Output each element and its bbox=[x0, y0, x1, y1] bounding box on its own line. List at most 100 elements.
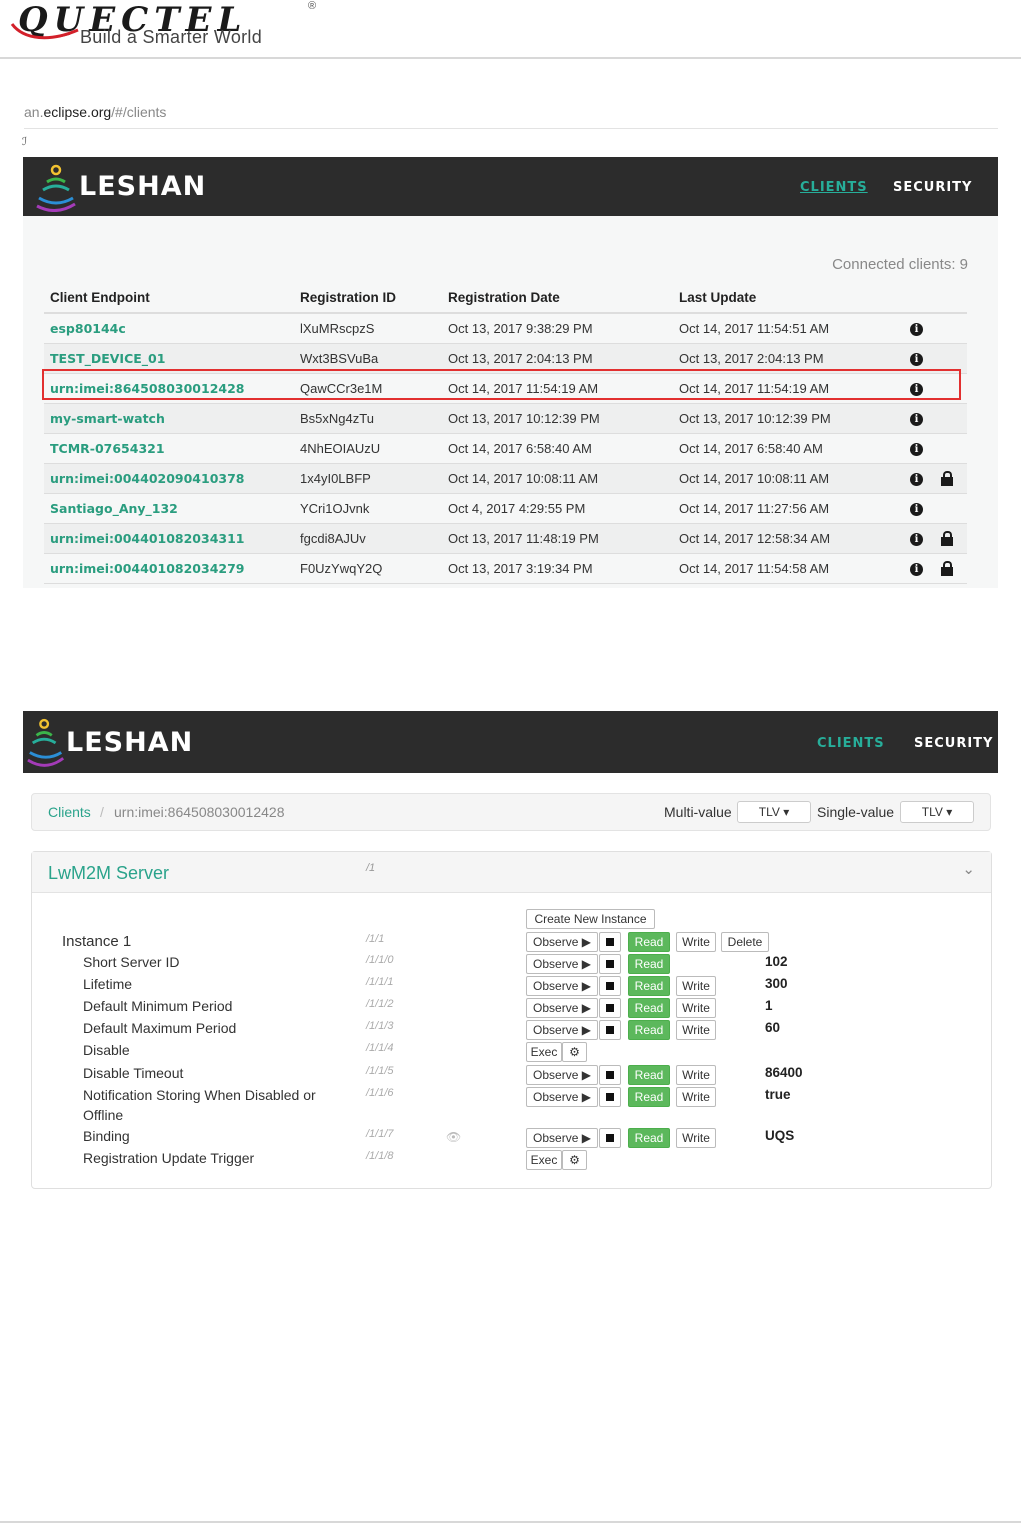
observe-button[interactable]: Observe ▶ bbox=[526, 1087, 598, 1107]
table-row[interactable]: Santiago_Any_132 YCri1OJvnk Oct 4, 2017 4:… bbox=[44, 493, 967, 524]
cell-last-update: Oct 14, 2017 6:58:40 AM bbox=[673, 433, 904, 464]
cell-endpoint[interactable]: TCMR-07654321 bbox=[44, 433, 294, 464]
stop-button[interactable] bbox=[599, 954, 621, 974]
read-button[interactable]: Read bbox=[628, 1087, 670, 1107]
multi-value-selected: TLV bbox=[758, 805, 780, 819]
cell-endpoint[interactable]: urn:imei:004402090410378 bbox=[44, 463, 294, 494]
observe-button[interactable]: Observe ▶ bbox=[526, 1128, 598, 1148]
read-button[interactable]: Read bbox=[628, 976, 670, 996]
exec-settings-button[interactable]: ⚙ bbox=[562, 1150, 587, 1170]
col-last-update[interactable]: Last Update bbox=[673, 278, 904, 314]
table-row[interactable]: urn:imei:004402090410378 1x4yI0LBFP Oct 14… bbox=[44, 463, 967, 494]
write-button[interactable]: Write bbox=[676, 1087, 716, 1107]
create-new-instance-button[interactable]: Create New Instance bbox=[526, 909, 655, 929]
nav-clients-link[interactable]: CLIENTS bbox=[817, 736, 885, 751]
cell-endpoint[interactable]: TEST_DEVICE_01 bbox=[44, 343, 294, 374]
instance-stop-button[interactable] bbox=[599, 932, 621, 952]
col-registration-date[interactable]: Registration Date bbox=[442, 278, 673, 314]
table-row[interactable]: urn:imei:004401082034311 fgcdi8AJUv Oct 13… bbox=[44, 523, 967, 554]
nav-security-link[interactable]: SECURITY bbox=[893, 180, 973, 195]
exec-settings-button[interactable]: ⚙ bbox=[562, 1042, 587, 1062]
observe-button[interactable]: Observe ▶ bbox=[526, 954, 598, 974]
info-icon[interactable]: i bbox=[910, 533, 923, 547]
cell-endpoint[interactable]: urn:imei:004401082034311 bbox=[44, 523, 294, 554]
info-icon[interactable]: i bbox=[910, 473, 923, 487]
cell-registration-id: Wxt3BSVuBa bbox=[294, 343, 442, 374]
eye-icon[interactable]: 👁 bbox=[446, 1130, 462, 1144]
instance-observe-button[interactable]: Observe ▶ bbox=[526, 932, 598, 952]
cell-registration-date: Oct 13, 2017 3:19:34 PM bbox=[442, 553, 673, 584]
table-row[interactable]: urn:imei:004401082034279 F0UzYwqY2Q Oct 13… bbox=[44, 553, 967, 584]
gear-icon: ⚙ bbox=[569, 1045, 580, 1059]
observe-button[interactable]: Observe ▶ bbox=[526, 1065, 598, 1085]
read-button[interactable]: Read bbox=[628, 1065, 670, 1085]
read-button[interactable]: Read bbox=[628, 1020, 670, 1040]
resource-path: /1/1/3 bbox=[366, 1020, 394, 1032]
info-icon[interactable]: i bbox=[910, 383, 923, 397]
cell-last-update: Oct 14, 2017 10:08:11 AM bbox=[673, 463, 904, 494]
instance-read-button[interactable]: Read bbox=[628, 932, 670, 952]
instance-delete-button[interactable]: Delete bbox=[721, 932, 769, 952]
object-panel-header[interactable]: LwM2M Server /1 ⌄ bbox=[32, 852, 991, 893]
stop-icon bbox=[606, 1025, 614, 1034]
object-path: /1 bbox=[366, 862, 376, 874]
table-row[interactable]: esp80144c lXuMRscpzS Oct 13, 2017 9:38:29 … bbox=[44, 313, 967, 344]
info-icon[interactable]: i bbox=[910, 353, 923, 367]
cell-registration-date: Oct 13, 2017 2:04:13 PM bbox=[442, 343, 673, 374]
info-icon[interactable]: i bbox=[910, 443, 923, 457]
cell-endpoint[interactable]: esp80144c bbox=[44, 313, 294, 344]
cell-actions: i bbox=[904, 403, 967, 434]
write-button[interactable]: Write bbox=[676, 1020, 716, 1040]
info-icon[interactable]: i bbox=[910, 323, 923, 337]
cell-endpoint[interactable]: Santiago_Any_132 bbox=[44, 493, 294, 524]
observe-button[interactable]: Observe ▶ bbox=[526, 1020, 598, 1040]
multi-value-dropdown[interactable]: TLV ▾ bbox=[737, 801, 811, 823]
nav-clients-link[interactable]: CLIENTS bbox=[800, 180, 868, 195]
stop-button[interactable] bbox=[599, 1020, 621, 1040]
cell-endpoint[interactable]: urn:imei:004401082034279 bbox=[44, 553, 294, 584]
write-button[interactable]: Write bbox=[676, 998, 716, 1018]
breadcrumb-clients-link[interactable]: Clients bbox=[48, 804, 91, 820]
observe-button[interactable]: Observe ▶ bbox=[526, 998, 598, 1018]
col-client-endpoint[interactable]: Client Endpoint bbox=[44, 278, 294, 314]
cell-registration-id: 1x4yI0LBFP bbox=[294, 463, 442, 494]
observe-button[interactable]: Observe ▶ bbox=[526, 976, 598, 996]
resource-name: Lifetime bbox=[83, 976, 133, 992]
info-icon[interactable]: i bbox=[910, 563, 923, 577]
read-button[interactable]: Read bbox=[628, 954, 670, 974]
exec-button[interactable]: Exec bbox=[526, 1042, 562, 1062]
exec-button[interactable]: Exec bbox=[526, 1150, 562, 1170]
read-button[interactable]: Read bbox=[628, 1128, 670, 1148]
play-icon: ▶ bbox=[578, 1090, 591, 1104]
quectel-swoosh-icon bbox=[10, 23, 79, 40]
write-button[interactable]: Write bbox=[676, 1065, 716, 1085]
stop-button[interactable] bbox=[599, 1128, 621, 1148]
table-row[interactable]: TCMR-07654321 4NhEOIAUzU Oct 14, 2017 6:58… bbox=[44, 433, 967, 464]
stop-icon bbox=[606, 937, 614, 946]
info-icon[interactable]: i bbox=[910, 413, 923, 427]
object-title: LwM2M Server bbox=[48, 863, 170, 883]
cell-registration-id: fgcdi8AJUv bbox=[294, 523, 442, 554]
col-registration-id[interactable]: Registration ID bbox=[294, 278, 442, 314]
info-icon[interactable]: i bbox=[910, 503, 923, 517]
chevron-down-icon[interactable]: ⌄ bbox=[962, 861, 975, 878]
leshan-brand: LESHAN bbox=[66, 727, 194, 758]
stop-button[interactable] bbox=[599, 1065, 621, 1085]
read-button[interactable]: Read bbox=[628, 998, 670, 1018]
address-bar[interactable]: an.eclipse.org/#/clients bbox=[24, 104, 166, 120]
stop-button[interactable] bbox=[599, 998, 621, 1018]
resource-value: 60 bbox=[765, 1020, 781, 1035]
table-row[interactable]: my-smart-watch Bs5xNg4zTu Oct 13, 2017 10:… bbox=[44, 403, 967, 434]
stop-button[interactable] bbox=[599, 976, 621, 996]
single-value-dropdown[interactable]: TLV ▾ bbox=[900, 801, 974, 823]
write-button[interactable]: Write bbox=[676, 976, 716, 996]
cell-registration-id: YCri1OJvnk bbox=[294, 493, 442, 524]
stop-button[interactable] bbox=[599, 1087, 621, 1107]
nav-security-link[interactable]: SECURITY bbox=[914, 736, 994, 751]
play-icon: ▶ bbox=[578, 957, 591, 971]
instance-write-button[interactable]: Write bbox=[676, 932, 716, 952]
table-row[interactable]: TEST_DEVICE_01 Wxt3BSVuBa Oct 13, 2017 2:0… bbox=[44, 343, 967, 374]
observe-label: Observe bbox=[533, 1131, 579, 1145]
cell-endpoint[interactable]: my-smart-watch bbox=[44, 403, 294, 434]
write-button[interactable]: Write bbox=[676, 1128, 716, 1148]
